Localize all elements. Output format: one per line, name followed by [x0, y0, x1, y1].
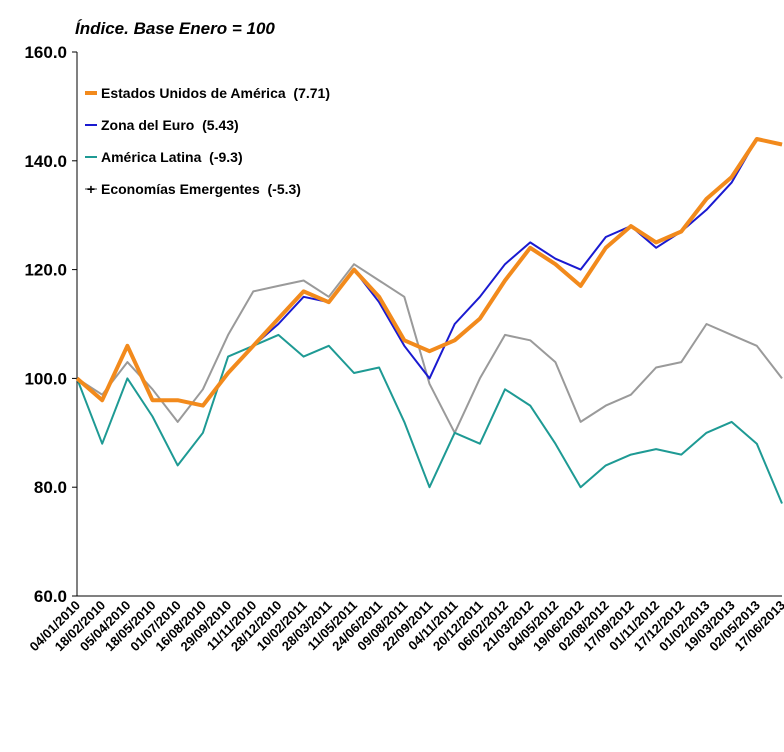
series-line — [75, 137, 783, 408]
series-line — [76, 333, 783, 504]
y-tick-label: 60.0 — [34, 587, 67, 606]
y-tick-label: 100.0 — [24, 369, 67, 388]
series-line — [76, 138, 783, 407]
legend-label: Zona del Euro (5.43) — [101, 117, 239, 133]
legend-label: Estados Unidos de América (7.71) — [101, 85, 330, 101]
legend-label: América Latina (-9.3) — [101, 149, 243, 165]
legend-marker: + — [87, 181, 95, 197]
y-tick-label: 140.0 — [24, 152, 67, 171]
y-tick-label: 80.0 — [34, 478, 67, 497]
chart-title: Índice. Base Enero = 100 — [75, 19, 275, 38]
legend-label: Economías Emergentes (-5.3) — [101, 181, 301, 197]
series-line — [76, 263, 783, 434]
y-tick-label: 160.0 — [24, 43, 67, 62]
y-tick-label: 120.0 — [24, 261, 67, 280]
